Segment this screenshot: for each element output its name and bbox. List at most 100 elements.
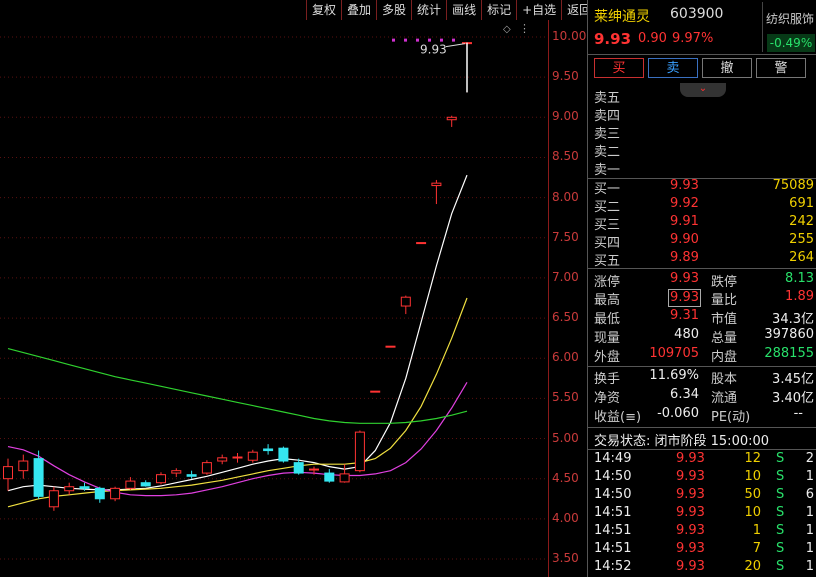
trade-time: 14:51: [594, 541, 632, 556]
candle[interactable]: [48, 486, 59, 511]
bid-level-row[interactable]: 买二 9.92 691: [588, 196, 816, 215]
candle[interactable]: [156, 472, 166, 485]
trade-row: 14:51 9.93 7 S 1: [588, 541, 816, 559]
trade-time: 14:51: [594, 523, 632, 538]
ask-level-row[interactable]: 卖四: [588, 105, 816, 124]
trade-row: 14:49 9.93 12 S 2: [588, 451, 816, 469]
trade-side: S: [776, 559, 785, 574]
candle[interactable]: [186, 470, 197, 479]
candle[interactable]: [232, 452, 243, 463]
limit-marker-dot: [452, 38, 455, 42]
bid-level-row[interactable]: 买三 9.91 242: [588, 214, 816, 233]
candle[interactable]: [309, 466, 319, 475]
trade-volume: 50: [744, 487, 761, 502]
candle[interactable]: [324, 469, 335, 483]
price-change: 0.90: [638, 31, 667, 46]
y-tick-label: 7.00: [552, 269, 579, 284]
trade-side: S: [776, 505, 785, 520]
toolbar-draw-line-button[interactable]: 画线: [446, 0, 481, 20]
eps-value: -0.060: [657, 406, 699, 421]
candle[interactable]: [354, 430, 365, 473]
toolbar-restore-rights-button[interactable]: 复权: [306, 0, 341, 20]
candle[interactable]: [79, 482, 90, 491]
bid-level-row[interactable]: 买四 9.90 255: [588, 232, 816, 251]
candle[interactable]: [125, 477, 136, 490]
candle[interactable]: [201, 460, 212, 475]
toolbar-mark-button[interactable]: 标记: [481, 0, 516, 20]
kline-chart[interactable]: 复权 叠加 多股 统计 画线 标记 +自选 返回 9.93 10.00 9.50 9…: [0, 0, 598, 577]
candle[interactable]: [385, 345, 396, 348]
candle[interactable]: [278, 446, 289, 463]
candle[interactable]: [293, 458, 304, 475]
bid-level-volume: 691: [789, 196, 814, 211]
candle[interactable]: [247, 449, 258, 463]
total-volume-value: 397860: [764, 327, 814, 342]
ask-level-row[interactable]: 卖二: [588, 141, 816, 160]
limit-marker-dot: [440, 38, 443, 42]
candle[interactable]: [171, 468, 182, 478]
trade-side: S: [776, 487, 785, 502]
alert-button[interactable]: 警: [756, 58, 806, 78]
moving-average-line: [7, 381, 468, 497]
candle[interactable]: [33, 450, 44, 499]
bid-level-label: 买一: [594, 182, 621, 197]
candle[interactable]: [431, 179, 442, 205]
trade-count: 1: [805, 523, 814, 538]
stats-row: 最高 9.93 量比 1.89: [594, 289, 814, 308]
trade-price: 9.93: [676, 523, 705, 538]
stats-row: 最低 9.31 市值 34.3亿: [594, 308, 814, 327]
ask-level-label: 卖一: [594, 163, 621, 178]
candle[interactable]: [18, 454, 29, 479]
candle[interactable]: [140, 480, 151, 487]
bid-level-row[interactable]: 买五 9.89 264: [588, 250, 816, 269]
divider: [588, 427, 816, 428]
sell-button[interactable]: 卖: [648, 58, 698, 78]
trade-volume: 7: [752, 541, 761, 556]
candle[interactable]: [110, 486, 121, 502]
chevron-down-icon[interactable]: ⌄: [680, 83, 726, 97]
candle[interactable]: [94, 486, 105, 503]
bid-level-price: 9.89: [670, 250, 699, 265]
toolbar-statistics-button[interactable]: 统计: [411, 0, 446, 20]
options-dots-icon[interactable]: ⋮: [519, 22, 530, 35]
ask-level-row[interactable]: 卖五: [588, 87, 816, 106]
trade-time: 14:49: [594, 451, 632, 466]
trade-volume: 12: [744, 451, 761, 466]
ask-level-row[interactable]: 卖一: [588, 159, 816, 178]
candle[interactable]: [339, 464, 350, 483]
toolbar-overlay-button[interactable]: 叠加: [341, 0, 376, 20]
bid-level-label: 买五: [594, 254, 621, 269]
toolbar-multi-stock-button[interactable]: 多股: [376, 0, 411, 20]
trade-row: 14:51 9.93 10 S 1: [588, 505, 816, 523]
trade-time: 14:50: [594, 469, 632, 484]
candle[interactable]: [400, 295, 411, 315]
toolbar-add-watchlist-button[interactable]: +自选: [516, 0, 561, 20]
high-value: 9.93: [668, 289, 701, 307]
quote-panel: 莱绅通灵 603900 9.93 0.90 9.97% 纺织服饰 -0.49% …: [587, 0, 816, 577]
y-tick-label: 5.00: [552, 430, 579, 445]
y-tick-label: 9.50: [552, 69, 579, 84]
trade-time: 14:50: [594, 487, 632, 502]
trade-count: 1: [805, 559, 814, 574]
cancel-order-button[interactable]: 撤: [702, 58, 752, 78]
trade-side: S: [776, 541, 785, 556]
trade-side: S: [776, 469, 785, 484]
sector-name: 纺织服饰: [766, 12, 815, 26]
divider: [588, 449, 816, 450]
candle[interactable]: [263, 444, 274, 455]
diamond-icon[interactable]: ◇: [503, 24, 511, 35]
candle[interactable]: [64, 482, 75, 495]
candle[interactable]: [3, 458, 13, 491]
candle[interactable]: [416, 242, 427, 245]
buy-button[interactable]: 买: [594, 58, 644, 78]
trade-count: 1: [805, 469, 814, 484]
trade-price: 9.93: [676, 559, 705, 574]
ask-level-row[interactable]: 卖三: [588, 123, 816, 142]
bid-level-row[interactable]: 买一 9.93 75089: [588, 178, 816, 197]
sector-box[interactable]: 纺织服饰 -0.49%: [762, 2, 816, 52]
candle[interactable]: [370, 390, 381, 393]
candle[interactable]: [446, 115, 457, 127]
ask-level-label: 卖三: [594, 127, 621, 142]
trade-volume: 10: [744, 469, 761, 484]
candle[interactable]: [217, 454, 228, 465]
